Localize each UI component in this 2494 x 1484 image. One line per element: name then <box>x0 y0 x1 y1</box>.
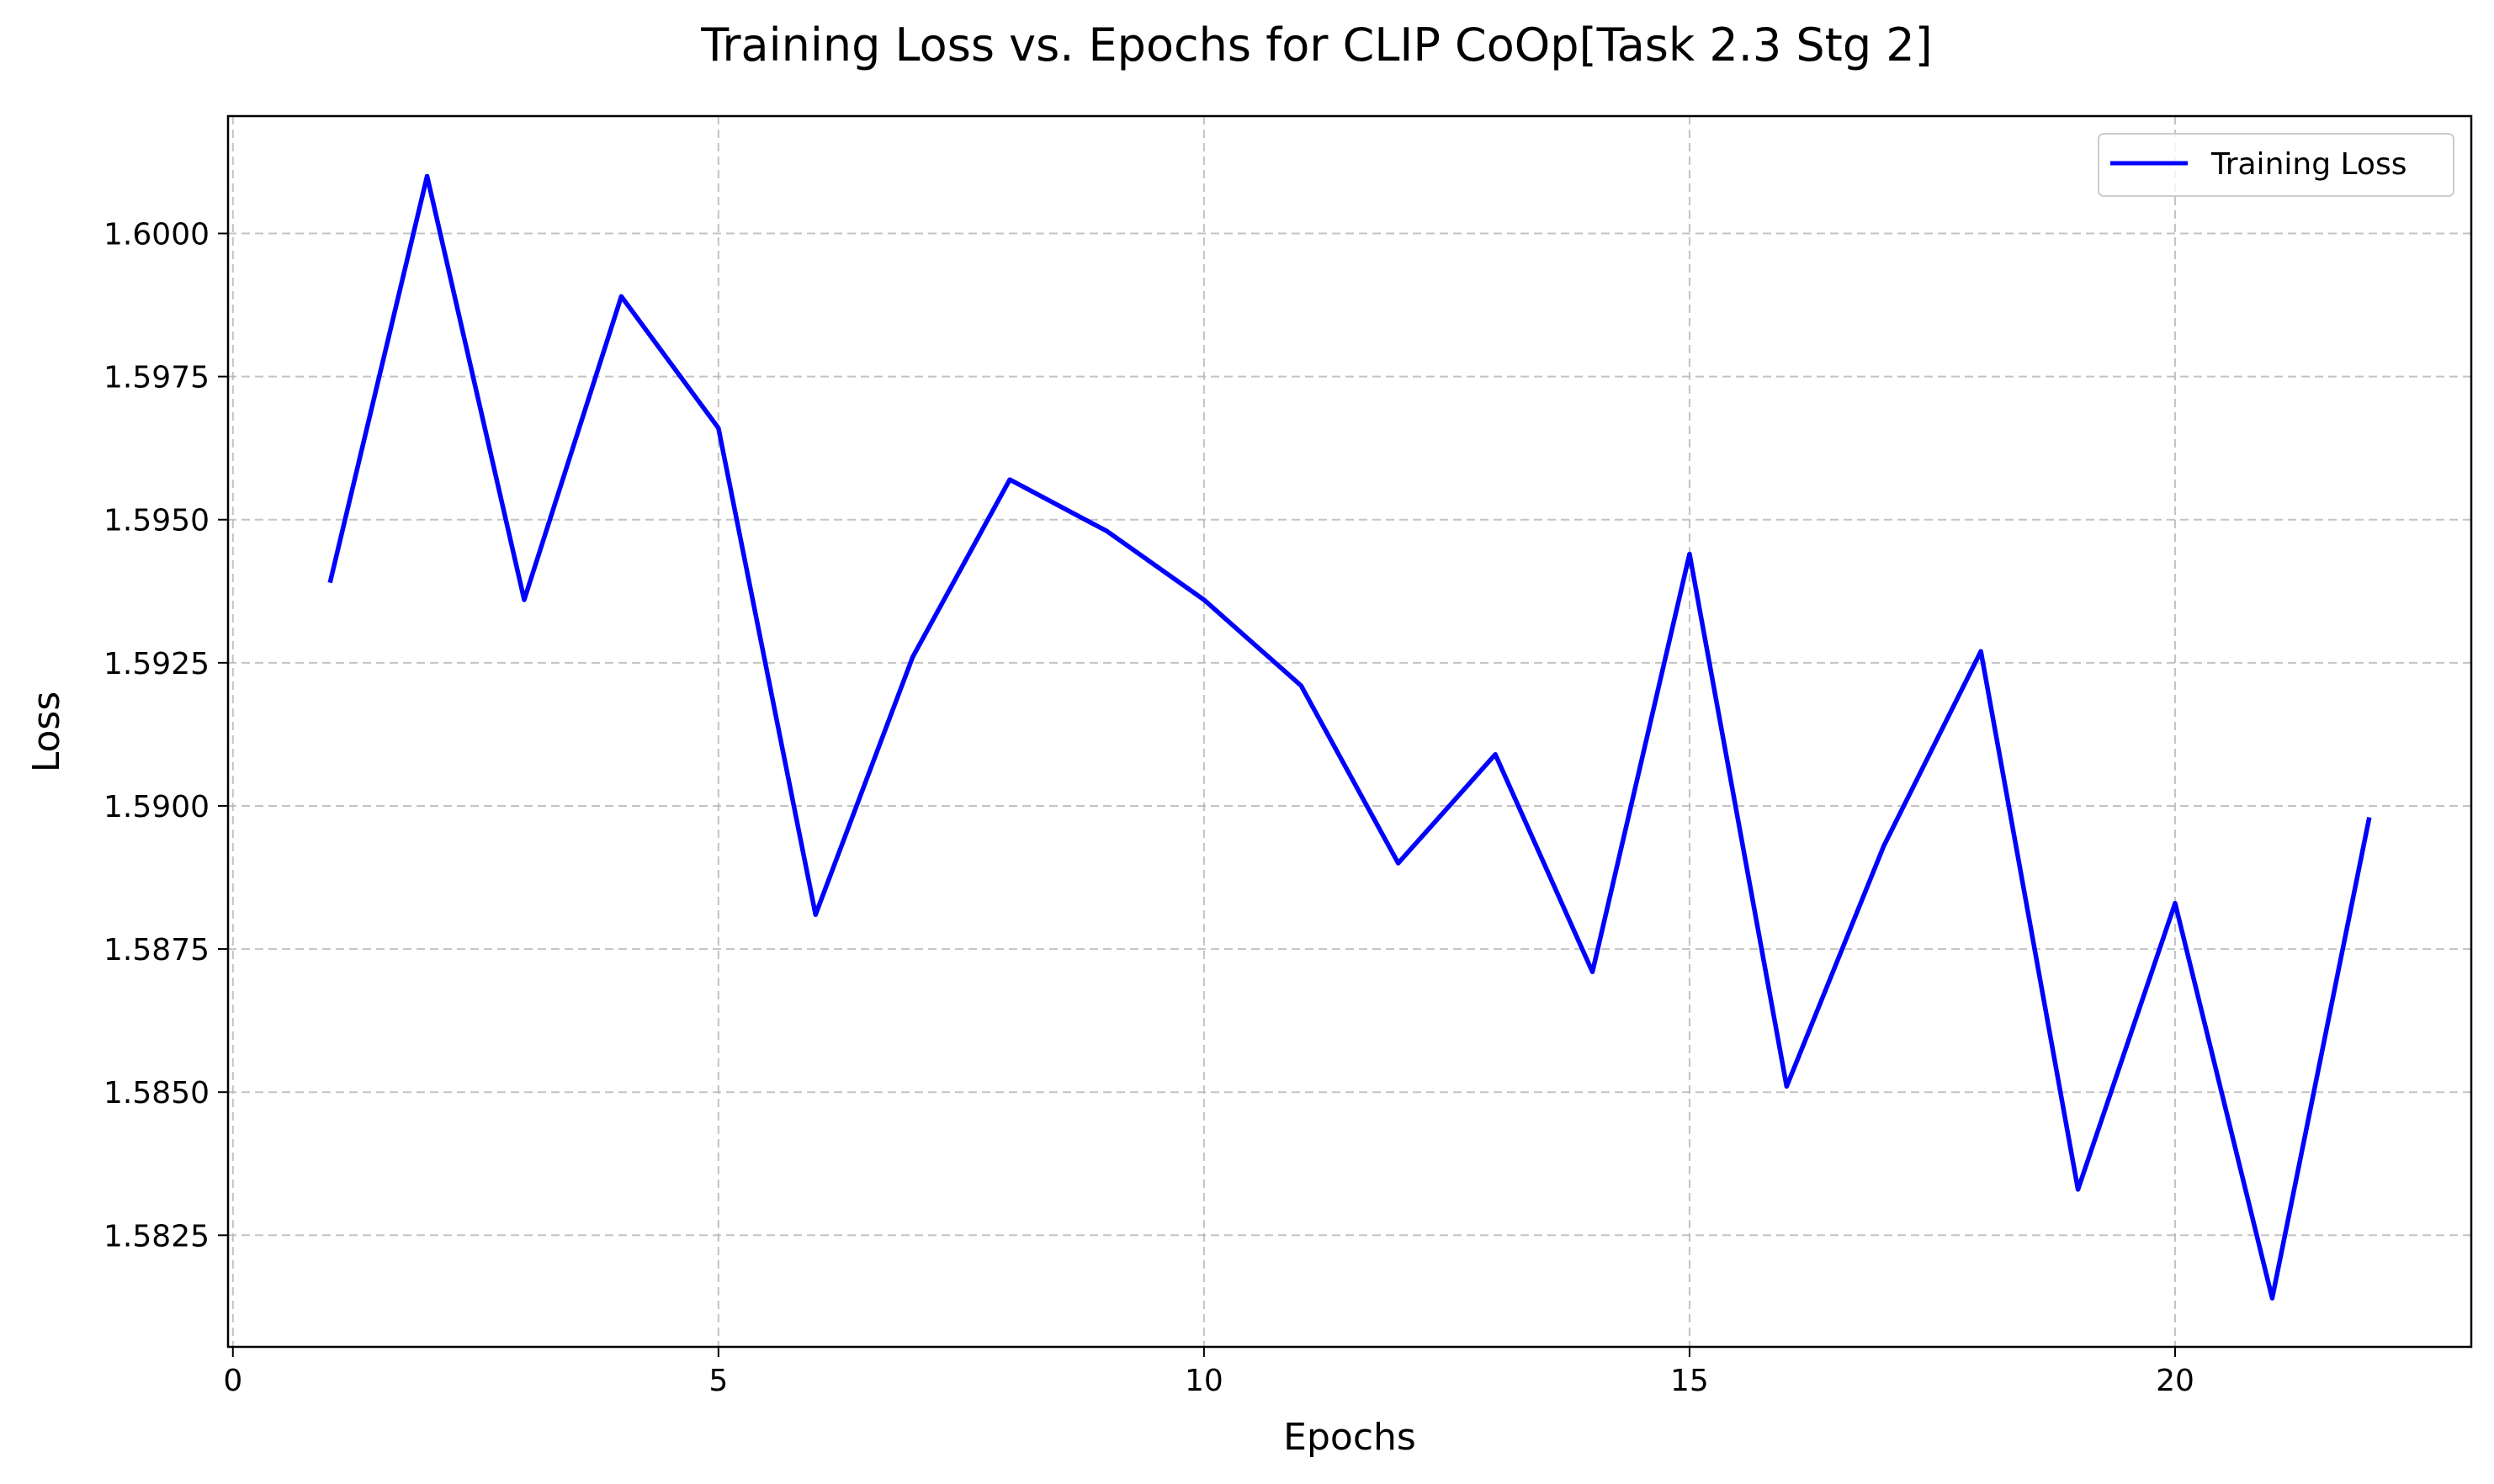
training-loss-line <box>327 173 2372 1301</box>
data-point <box>1786 1085 1787 1087</box>
legend: Training Loss <box>2098 133 2454 197</box>
x-tick-label: 10 <box>1185 1364 1223 1398</box>
series-layer <box>327 173 2372 1301</box>
data-point <box>2174 903 2176 904</box>
x-tick-label: 15 <box>1670 1364 1709 1398</box>
data-point <box>2369 817 2370 819</box>
x-axis-title: Epochs <box>1283 1416 1416 1459</box>
x-tick-label: 5 <box>708 1364 728 1398</box>
data-point <box>1883 845 1885 847</box>
plot-frame <box>226 114 2473 1349</box>
x-tick-label: 0 <box>223 1364 242 1398</box>
data-point <box>912 656 914 658</box>
data-point <box>1009 479 1011 480</box>
data-point <box>1300 685 1302 686</box>
legend-label: Training Loss <box>2210 147 2406 182</box>
data-point <box>329 582 331 584</box>
y-tick-label: 1.5900 <box>103 790 210 824</box>
data-point <box>427 175 428 177</box>
data-point <box>2077 1189 2079 1190</box>
y-tick-label: 1.6000 <box>103 217 210 252</box>
y-tick-label: 1.5875 <box>103 933 210 967</box>
data-point <box>1592 971 1594 973</box>
grid-layer <box>228 116 2471 1347</box>
data-point <box>2271 1297 2273 1299</box>
data-point <box>815 914 816 915</box>
legend-box <box>2098 133 2454 197</box>
data-point <box>1494 754 1496 755</box>
y-tick-label: 1.5850 <box>103 1076 210 1110</box>
y-tick-label: 1.5975 <box>103 361 210 395</box>
y-tick-label: 1.5950 <box>103 504 210 538</box>
data-point <box>523 599 525 601</box>
y-tick-label: 1.5925 <box>103 647 210 681</box>
data-point <box>1106 530 1107 532</box>
data-point <box>1689 554 1690 555</box>
chart-title: Training Loss vs. Epochs for CLIP CoOp[T… <box>700 19 1932 72</box>
ticks-layer: 0 5 10 15 20 1.5825 1.5850 1.5875 1.5900 1.5925 1.… <box>103 217 2194 1398</box>
y-axis-title: Loss <box>25 692 68 773</box>
data-point <box>1203 599 1205 601</box>
data-point <box>718 427 719 429</box>
data-point <box>1980 650 1982 652</box>
data-point <box>620 295 622 297</box>
y-tick-label: 1.5825 <box>103 1219 210 1253</box>
x-tick-label: 20 <box>2156 1364 2194 1398</box>
data-point <box>1398 862 1399 864</box>
